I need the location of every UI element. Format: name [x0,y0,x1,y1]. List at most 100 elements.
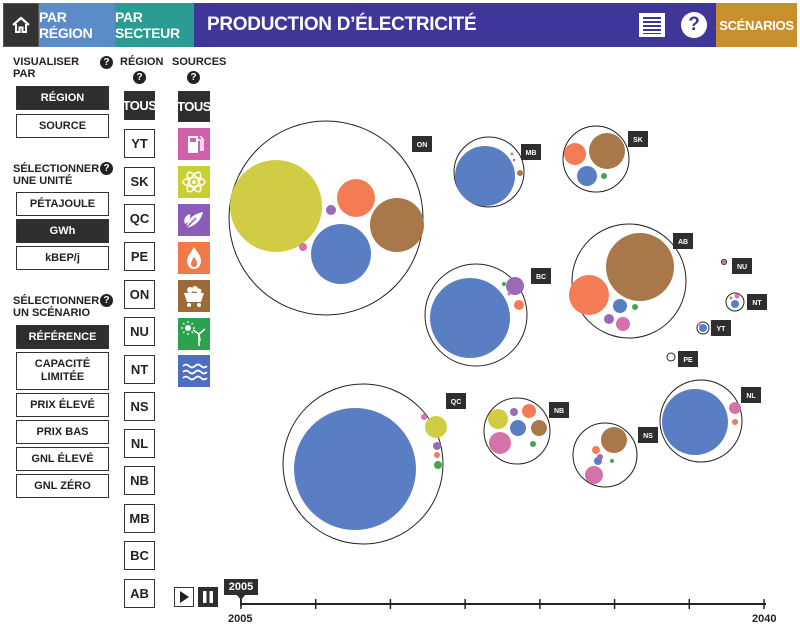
region-button-tous[interactable]: TOUS [123,91,157,120]
source-bubble-renewables[interactable] [434,461,442,469]
source-bubble-gas[interactable] [732,419,738,425]
source-bubble-gas[interactable] [569,275,609,315]
source-bubble-renewables[interactable] [530,441,536,447]
source-bubble-hydro[interactable] [455,146,515,206]
source-biomass-button[interactable] [178,204,210,236]
source-bubble-oil[interactable] [507,292,511,296]
bubble-nl[interactable]: NL [659,379,761,463]
region-button-mb[interactable]: MB [124,504,155,533]
region-button-qc[interactable]: QC [124,204,155,233]
source-bubble-coal[interactable] [606,233,674,301]
region-button-nl[interactable]: NL [124,429,155,458]
source-bubble-renewables[interactable] [601,173,607,179]
bubble-ab[interactable]: AB [569,223,693,339]
source-bubble-hydro[interactable] [294,408,416,530]
bubble-ns[interactable]: NS [572,422,658,488]
source-bubble-oil[interactable] [489,432,511,454]
scenario-high-price-button[interactable]: PRIX ÉLEVÉ [16,393,109,417]
region-button-bc[interactable]: BC [124,541,155,570]
source-bubble-hydro[interactable] [510,420,526,436]
source-bubble-gas[interactable] [564,143,586,165]
scenario-limited-capacity-button[interactable]: CAPACITÉ LIMITÉE [16,352,109,390]
home-button[interactable] [3,3,39,47]
source-bubble-oil[interactable] [729,402,741,414]
source-bubble-hydro[interactable] [699,324,707,332]
source-bubble-hydro[interactable] [662,389,728,455]
source-bubble-oil[interactable] [299,243,307,251]
source-bubble-gas[interactable] [337,179,375,217]
source-oil-button[interactable] [178,128,210,160]
source-bubble-oil[interactable] [510,152,514,156]
bubble-qc[interactable]: QC [282,383,466,545]
unit-help-icon[interactable]: ? [100,162,113,175]
region-button-on[interactable]: ON [124,280,155,309]
source-bubble-coal[interactable] [589,133,625,169]
view-by-help-icon[interactable]: ? [100,56,113,69]
source-bubble-coal[interactable] [531,420,547,436]
view-by-region-button[interactable]: RÉGION [16,86,109,110]
source-renewables-button[interactable] [178,318,210,350]
source-bubble-gas[interactable] [729,296,733,300]
source-bubble-hydro[interactable] [731,300,739,308]
source-bubble-biomass[interactable] [512,158,516,162]
region-button-sk[interactable]: SK [124,167,155,196]
view-by-source-button[interactable]: SOURCE [16,114,109,138]
scenario-zero-lng-button[interactable]: GNL ZÉRO [16,474,109,498]
source-hydro-button[interactable] [178,355,210,387]
source-bubble-biomass[interactable] [510,408,518,416]
bubble-nb[interactable]: NB [483,397,569,465]
source-bubble-biomass[interactable] [506,277,524,295]
source-bubble-gas[interactable] [514,300,524,310]
region-button-nb[interactable]: NB [124,466,155,495]
source-bubble-gas[interactable] [522,404,536,418]
source-all-button[interactable]: TOUS [177,91,211,122]
unit-kbep-button[interactable]: kBEP/j [16,246,109,270]
bubble-sk[interactable]: SK [562,125,648,193]
scenario-reference-button[interactable]: RÉFÉRENCE [16,325,109,349]
source-bubble-renewables[interactable] [610,459,614,463]
source-bubble-coal[interactable] [370,198,424,252]
sources-help-icon[interactable]: ? [187,71,200,84]
source-bubble-nuclear[interactable] [425,416,447,438]
region-button-nu[interactable]: NU [124,317,155,346]
region-help-icon[interactable]: ? [133,71,146,84]
source-bubble-renewables[interactable] [632,304,638,310]
source-bubble-biomass[interactable] [326,205,336,215]
bubble-bc[interactable]: BC [424,263,551,367]
source-bubble-oil[interactable] [722,260,726,264]
source-bubble-gas[interactable] [592,446,600,454]
scenarios-button[interactable]: SCÉNARIOS [716,3,797,47]
region-button-ab[interactable]: AB [124,579,155,608]
region-button-pe[interactable]: PE [124,242,155,271]
source-bubble-oil[interactable] [421,414,427,420]
source-nuclear-button[interactable] [178,166,210,198]
bubble-nu[interactable]: NU [721,258,753,274]
list-menu-button[interactable] [639,13,665,37]
pause-button[interactable] [198,587,218,607]
source-bubble-hydro[interactable] [577,166,597,186]
source-bubble-biomass[interactable] [604,314,614,324]
bubble-on[interactable]: ON [228,120,432,316]
bubble-yt[interactable]: YT [696,320,731,336]
help-button[interactable]: ? [681,12,707,38]
source-bubble-hydro[interactable] [311,224,371,284]
unit-gwh-button[interactable]: GWh [16,219,109,243]
source-bubble-gas[interactable] [434,452,440,458]
scenario-help-icon[interactable]: ? [100,294,113,307]
bubble-mb[interactable]: MB [453,136,541,208]
source-bubble-coal[interactable] [517,170,523,176]
source-coal-button[interactable] [178,280,210,312]
source-bubble-hydro[interactable] [430,278,510,358]
year-slider-handle[interactable] [234,594,248,608]
source-bubble-oil[interactable] [697,322,701,326]
scenario-high-lng-button[interactable]: GNL ÉLEVÉ [16,447,109,471]
source-bubble-nuclear[interactable] [230,160,322,252]
source-bubble-oil[interactable] [616,317,630,331]
tab-by-sector[interactable]: PAR SECTEUR [115,3,194,47]
source-bubble-nuclear[interactable] [488,409,508,429]
region-button-nt[interactable]: NT [124,355,155,384]
source-bubble-oil[interactable] [585,466,603,484]
source-bubble-hydro[interactable] [613,299,627,313]
region-button-yt[interactable]: YT [124,129,155,158]
source-bubble-coal[interactable] [601,427,627,453]
